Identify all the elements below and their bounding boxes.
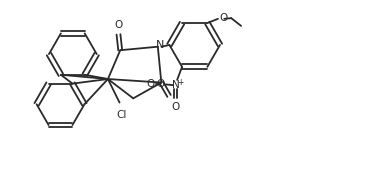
Text: ·: · (148, 77, 152, 87)
Text: N: N (155, 40, 164, 50)
Text: O: O (156, 79, 165, 89)
Text: O: O (171, 102, 180, 112)
Text: N: N (172, 80, 180, 90)
Text: +: + (177, 78, 184, 87)
Text: O: O (219, 13, 227, 23)
Text: O: O (114, 20, 123, 30)
Text: Cl: Cl (117, 110, 127, 120)
Text: O: O (146, 79, 155, 89)
